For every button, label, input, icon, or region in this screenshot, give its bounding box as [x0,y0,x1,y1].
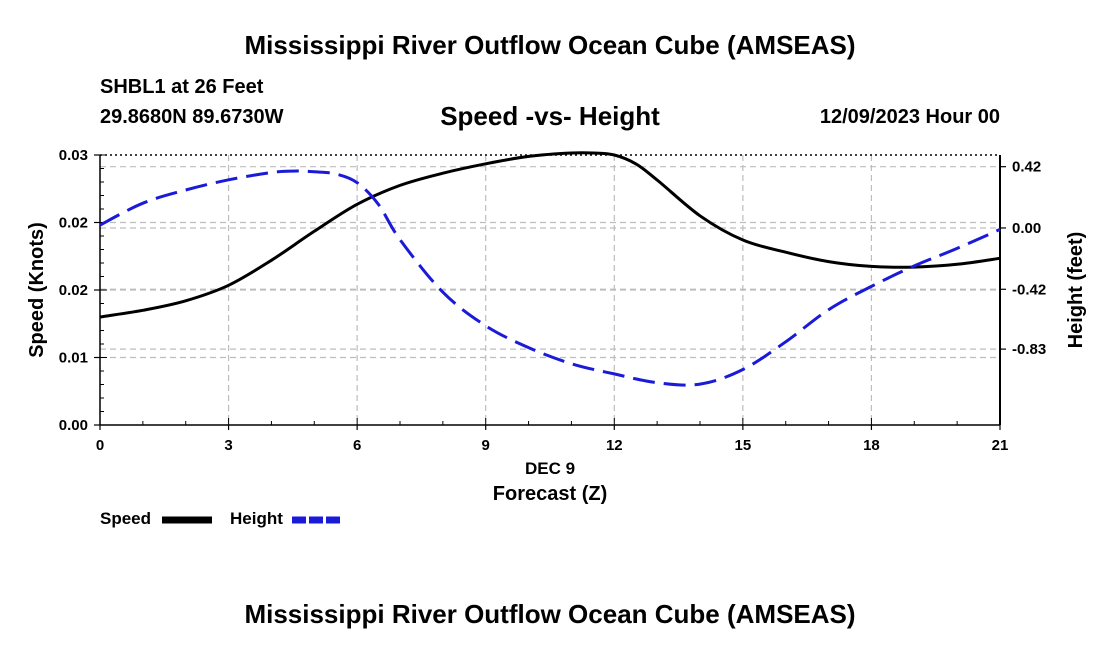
x-tick-label: 0 [96,437,104,454]
timestamp-label: 12/09/2023 Hour 00 [819,106,1000,128]
chart-subtitle: Speed -vs- Height [440,101,660,131]
y-tick-label: 0.02 [59,215,88,232]
y-axis-label: Speed (Knots) [26,222,48,358]
series-line-height [99,169,1001,387]
y2-tick-label: 0.00 [1012,220,1041,237]
station-label: SHBL1 at 26 Feet [100,76,264,98]
y-tick-label: 0.02 [59,282,88,299]
x-axis-label: Forecast (Z) [493,483,607,505]
series-line-speed [99,151,1001,319]
legend-height-label: Height [230,509,283,528]
y2-tick-label: 0.42 [1012,159,1041,176]
y2-tick-label: -0.83 [1012,341,1046,358]
x-tick-label: 12 [606,437,623,454]
x-tick-label: 21 [992,437,1009,454]
y-tick-label: 0.01 [59,350,88,367]
y-tick-label: 0.03 [59,147,88,164]
y2-axis-label: Height (feet) [1065,232,1087,349]
footer-title: Mississippi River Outflow Ocean Cube (AM… [244,599,856,629]
x-tick-label: 3 [224,437,232,454]
x-tick-label: 18 [863,437,880,454]
y2-tick-label: -0.42 [1012,281,1046,298]
legend-speed: Speed [100,509,151,529]
x-axis-date-label: DEC 9 [525,459,575,478]
legend-height: Height [230,509,283,529]
x-tick-label: 9 [482,437,490,454]
legend-speed-label: Speed [100,509,152,528]
coordinates-label: 29.8680N 89.6730W [100,106,284,128]
x-tick-label: 6 [353,437,361,454]
x-tick-label: 15 [735,437,752,454]
y-tick-label: 0.00 [59,417,88,434]
chart-title: Mississippi River Outflow Ocean Cube (AM… [244,30,856,60]
